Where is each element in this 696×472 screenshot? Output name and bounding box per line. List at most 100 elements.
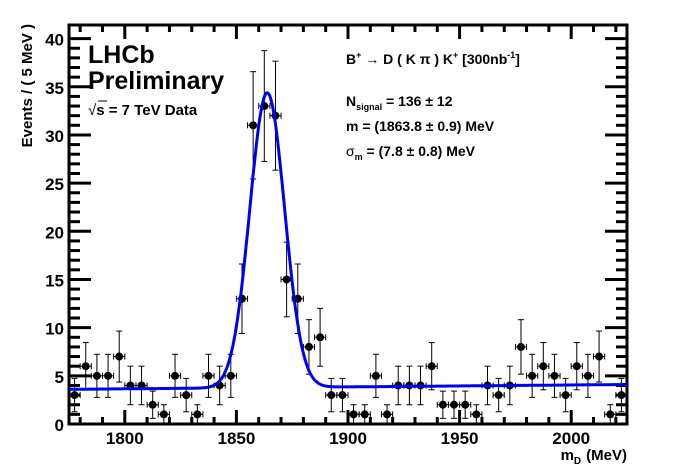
data-marker — [204, 371, 213, 380]
data-point — [593, 330, 606, 383]
data-point — [470, 404, 483, 425]
data-marker — [249, 121, 258, 130]
x-tick-label: 2000 — [552, 429, 590, 448]
data-marker — [528, 371, 537, 380]
experiment-label: LHCb — [88, 41, 155, 69]
data-marker — [561, 391, 570, 400]
data-marker — [282, 275, 291, 284]
data-point — [492, 377, 505, 413]
data-marker — [327, 391, 336, 400]
nsignal-subscript: signal — [356, 102, 382, 112]
data-marker — [461, 400, 470, 409]
data-point — [369, 353, 382, 398]
data-point — [157, 404, 170, 425]
y-tick-label: 5 — [55, 368, 64, 387]
status-label: Preliminary — [88, 67, 224, 95]
x-tick-label: 1900 — [329, 429, 367, 448]
data-point — [447, 390, 461, 419]
decay-b: B — [346, 51, 356, 67]
data-point — [581, 353, 595, 398]
x-tick-label: 1950 — [441, 429, 479, 448]
data-point — [191, 404, 204, 425]
data-marker — [193, 410, 202, 419]
decay-label: B+ → D ( K π ) K+ [300nb-1] — [346, 50, 520, 67]
data-marker — [360, 410, 369, 419]
data-point — [90, 353, 103, 398]
data-marker — [606, 410, 615, 419]
y-axis-label: Events / ( 5 MeV ) — [19, 24, 36, 147]
sqrt-symbol: √ — [88, 102, 97, 119]
data-marker — [81, 362, 90, 371]
data-point — [113, 330, 126, 383]
data-point — [436, 390, 449, 419]
x-axis-label-unit: (MeV) — [586, 447, 627, 464]
data-point — [336, 377, 349, 413]
data-point — [459, 390, 472, 419]
data-marker — [371, 371, 380, 380]
data-point — [425, 342, 438, 391]
energy-text: s = 7 TeV Data — [96, 102, 198, 119]
data-marker — [450, 400, 459, 409]
y-tick-label: 20 — [45, 223, 64, 242]
data-marker — [104, 371, 113, 380]
nsignal-label: Nsignal = 136 ± 12 — [346, 93, 453, 112]
y-tick-label: 0 — [55, 416, 64, 435]
sigma-label: σm = (7.8 ± 0.8) MeV — [346, 143, 476, 162]
data-marker — [115, 352, 124, 361]
decay-products: → D ( K π ) K — [361, 51, 453, 67]
data-point — [358, 404, 371, 425]
data-points — [68, 50, 628, 425]
data-point — [347, 404, 360, 425]
nsignal-n: N — [346, 93, 356, 109]
x-tick-label: 1800 — [106, 429, 144, 448]
mass-label: m = (1863.8 ± 0.9) MeV — [346, 118, 495, 134]
data-marker — [583, 371, 592, 380]
data-point — [180, 377, 193, 413]
y-tick-label: 35 — [45, 79, 64, 98]
fit-curve — [69, 91, 627, 391]
data-marker — [338, 391, 347, 400]
data-point — [224, 353, 237, 398]
decay-k-charge: + — [453, 50, 458, 60]
data-point — [101, 353, 115, 398]
data-point — [380, 404, 394, 425]
data-point — [537, 342, 550, 391]
decay-b-charge: + — [356, 50, 361, 60]
data-marker — [494, 391, 503, 400]
energy-label: √s = 7 TeV Data — [88, 102, 198, 119]
data-point — [135, 365, 148, 406]
data-marker — [226, 371, 235, 380]
data-point — [202, 353, 215, 398]
x-axis-label: mD (MeV) — [561, 447, 627, 467]
data-point — [514, 319, 528, 375]
y-tick-label: 15 — [45, 271, 64, 290]
data-marker — [516, 342, 525, 351]
data-marker — [304, 342, 313, 351]
data-marker — [572, 362, 581, 371]
y-tick-label: 30 — [45, 127, 64, 146]
data-point — [559, 377, 572, 413]
sigma-subscript: m — [355, 152, 363, 162]
data-marker — [70, 391, 79, 400]
sigma-symbol: σ — [346, 143, 355, 159]
data-point — [526, 353, 539, 398]
data-point — [124, 365, 137, 406]
data-marker — [349, 410, 358, 419]
y-tick-labels: 0 5 10 15 20 25 30 35 40 — [45, 31, 64, 435]
data-marker — [383, 410, 392, 419]
data-point — [258, 50, 271, 162]
lumi-post: ] — [515, 51, 520, 67]
sigma-value: = (7.8 ± 0.8) MeV — [363, 143, 476, 159]
x-tick-label: 1850 — [217, 429, 255, 448]
data-marker — [171, 371, 180, 380]
data-marker — [182, 391, 191, 400]
nsignal-value: = 136 ± 12 — [382, 93, 453, 109]
data-point — [302, 319, 316, 375]
y-tick-label: 40 — [45, 31, 64, 50]
x-axis-label-symbol: m — [561, 447, 574, 464]
y-tick-label: 10 — [45, 320, 64, 339]
data-point — [314, 307, 327, 367]
lumi-pre: [300nb — [458, 51, 507, 67]
data-marker — [148, 400, 157, 409]
